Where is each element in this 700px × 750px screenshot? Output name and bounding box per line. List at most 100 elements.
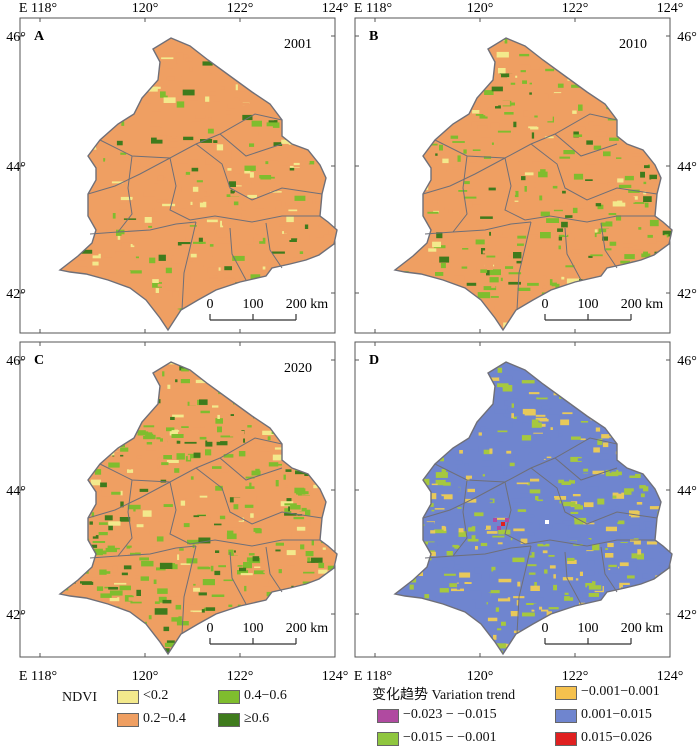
raster-patch — [227, 103, 236, 109]
raster-patch — [142, 166, 149, 172]
raster-patch — [505, 266, 514, 269]
raster-patch — [611, 471, 622, 476]
raster-patch — [538, 396, 547, 398]
raster-patch — [337, 448, 349, 451]
raster-patch — [157, 283, 166, 287]
raster-patch — [181, 75, 190, 78]
raster-patch — [197, 171, 205, 174]
raster-patch — [503, 196, 510, 203]
raster-patch — [233, 95, 239, 98]
raster-patch — [545, 68, 555, 72]
raster-patch — [603, 151, 611, 157]
raster-patch — [460, 545, 473, 550]
raster-patch — [165, 147, 178, 153]
raster-patch — [221, 470, 229, 473]
raster-patch — [441, 469, 447, 475]
raster-patch — [676, 466, 680, 472]
raster-patch — [546, 611, 552, 616]
raster-patch — [296, 239, 301, 246]
raster-patch — [491, 283, 496, 288]
raster-patch — [523, 160, 531, 166]
raster-patch — [583, 459, 589, 464]
raster-patch — [655, 568, 658, 575]
county-boundary — [195, 467, 323, 525]
raster-patch — [557, 228, 563, 232]
raster-patch — [232, 600, 238, 608]
raster-patch — [155, 288, 159, 293]
raster-patch — [647, 237, 657, 244]
raster-patch — [275, 542, 284, 546]
raster-patch — [274, 447, 286, 450]
raster-patch — [199, 436, 207, 440]
raster-patch — [461, 207, 467, 211]
ndvi-swatch-2 — [117, 713, 139, 727]
raster-patch — [671, 547, 672, 550]
raster-patch — [130, 552, 141, 556]
raster-patch — [631, 153, 644, 157]
raster-patch — [169, 429, 178, 436]
raster-patch — [95, 272, 101, 279]
raster-patch — [487, 508, 495, 514]
raster-patch — [162, 599, 172, 604]
raster-patch — [215, 418, 223, 424]
raster-patch — [454, 596, 464, 600]
raster-patch — [477, 292, 491, 299]
raster-patch — [216, 229, 221, 235]
raster-patch — [612, 559, 623, 565]
raster-patch — [144, 517, 150, 524]
lat-tick-label-left: 42° — [6, 287, 26, 302]
raster-patch — [244, 504, 254, 508]
raster-patch — [607, 542, 614, 548]
raster-patch — [220, 220, 224, 228]
raster-patch — [483, 286, 497, 291]
raster-patch — [167, 438, 177, 445]
raster-patch — [495, 495, 504, 500]
raster-patch — [551, 282, 557, 287]
county-boundary — [265, 546, 283, 593]
raster-patch — [594, 229, 598, 233]
raster-patch — [580, 424, 593, 429]
raster-patch — [282, 159, 294, 166]
raster-patch — [169, 613, 179, 618]
raster-patch — [465, 475, 472, 481]
raster-patch — [522, 612, 535, 617]
county-boundary — [265, 222, 283, 269]
raster-patch — [431, 498, 444, 504]
raster-patch — [638, 227, 642, 230]
raster-patch — [275, 198, 281, 201]
raster-patch — [504, 400, 508, 406]
raster-patch — [315, 182, 320, 186]
raster-patch — [587, 560, 595, 565]
raster-patch — [547, 67, 554, 70]
raster-patch — [565, 265, 575, 268]
raster-patch — [490, 468, 494, 471]
raster-patch — [499, 73, 513, 78]
raster-patch — [643, 521, 656, 528]
raster-patch — [498, 597, 511, 602]
raster-patch — [195, 215, 199, 218]
raster-patch — [541, 405, 548, 410]
raster-patch — [562, 520, 575, 526]
raster-patch — [284, 259, 298, 265]
raster-patch — [175, 422, 183, 426]
raster-patch — [247, 425, 252, 428]
raster-patch — [452, 141, 465, 143]
raster-patch — [270, 191, 282, 193]
raster-patch — [228, 198, 234, 205]
raster-patch — [207, 267, 218, 274]
raster-patch — [285, 191, 299, 198]
trend-label-4: 0.001−0.015 — [581, 707, 652, 722]
raster-patch — [286, 205, 292, 209]
raster-patch — [567, 191, 580, 196]
raster-patch — [259, 175, 272, 180]
panel-year: 2010 — [619, 37, 647, 52]
raster-patch — [480, 269, 488, 273]
raster-patch — [486, 270, 490, 276]
raster-patch — [305, 509, 311, 516]
raster-patch — [109, 597, 120, 602]
panel-letter: C — [34, 353, 44, 368]
raster-patch — [266, 235, 276, 242]
raster-patch — [403, 589, 407, 592]
raster-patch — [612, 495, 617, 499]
raster-patch — [245, 438, 255, 443]
